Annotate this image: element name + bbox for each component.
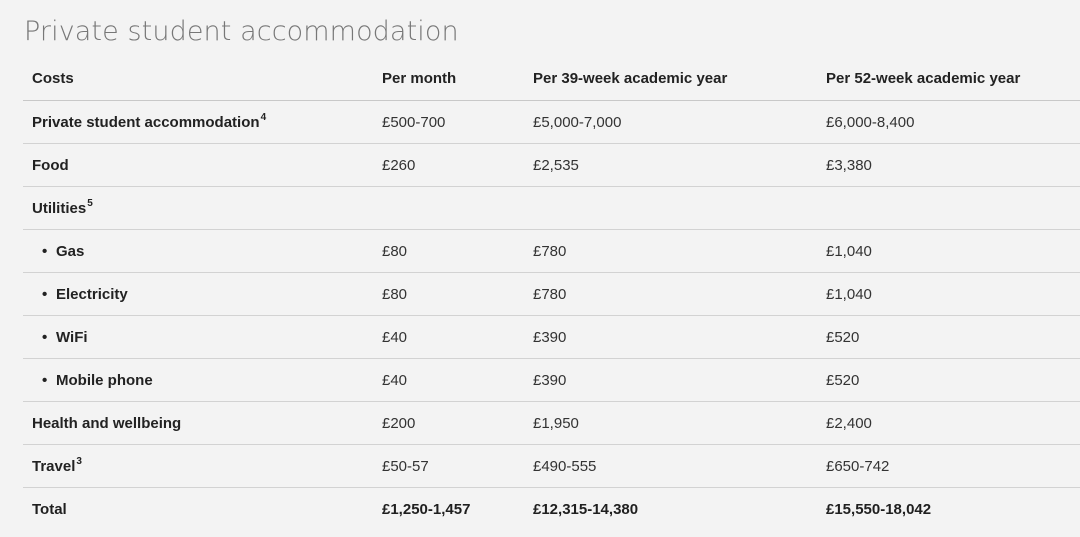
row-label: Total [23,488,373,531]
bullet-icon: • [42,371,48,389]
per-52-week-value: £3,380 [817,143,1080,187]
per-52-week-total: £15,550-18,042 [826,500,932,518]
per-month-value: £260 [373,143,524,187]
row-label: • Gas [23,229,373,273]
table-row: Private student accommodation4 £500-700 … [23,100,1080,144]
total-row: Total £1,250-1,457 £12,315-14,380 £15,55… [23,488,1080,531]
per-39-week-value: £1,950 [524,401,817,445]
row-label-text: Health and wellbeing [32,414,182,432]
table-row: • WiFi £40 £390 £520 [23,315,1080,359]
per-month-value: £40 [373,315,524,359]
column-header-per-52-week: Per 52-week academic year [817,56,1080,101]
footnote-marker: 4 [260,111,267,123]
row-label-text: Private student accommodation [32,113,260,131]
row-label-text: Food [32,156,69,174]
per-month-value: £500-700 [373,100,524,144]
per-39-week-value: £5,000-7,000 [524,100,817,144]
row-label: Health and wellbeing [23,401,373,445]
costs-table: Costs Per month Per 39-week academic yea… [23,56,1080,530]
table-header-row: Costs Per month Per 39-week academic yea… [23,56,1080,101]
per-month-value [373,186,524,230]
row-label-text: Total [32,500,67,518]
table-row: • Mobile phone £40 £390 £520 [23,358,1080,402]
per-52-week-value: £520 [817,315,1080,359]
column-header-per-month: Per month [373,56,524,101]
per-39-week-value: £780 [524,272,817,316]
bullet-icon: • [42,285,48,303]
table-row: Travel3 £50-57 £490-555 £650-742 [23,444,1080,488]
column-header-costs: Costs [23,56,373,101]
bullet-icon: • [42,328,48,346]
table-row: Health and wellbeing £200 £1,950 £2,400 [23,401,1080,445]
footnote-marker: 3 [76,455,82,467]
per-52-week-value: £650-742 [817,444,1080,488]
per-52-week-value: £1,040 [817,272,1080,316]
bullet-icon: • [42,242,48,260]
row-label-text: Electricity [56,285,128,303]
row-label-text: Utilities [32,199,87,217]
row-label-text: WiFi [56,328,88,346]
table-row: Food £260 £2,535 £3,380 [23,143,1080,187]
per-39-week-total: £12,315-14,380 [533,500,639,518]
per-52-week-value: £520 [817,358,1080,402]
row-label: Private student accommodation4 [23,100,373,144]
per-52-week-value: £1,040 [817,229,1080,273]
footnote-marker: 5 [87,197,93,209]
row-label-text: Travel [32,457,76,475]
row-label: • Electricity [23,272,373,316]
per-month-value: £200 [373,401,524,445]
table-row: • Electricity £80 £780 £1,040 [23,272,1080,316]
per-39-week-value: £390 [524,315,817,359]
per-39-week-value: £780 [524,229,817,273]
per-month-value: £80 [373,229,524,273]
row-label-text: Mobile phone [56,371,153,389]
per-month-value: £80 [373,272,524,316]
per-39-week-value: £2,535 [524,143,817,187]
row-label: Utilities5 [23,186,373,230]
row-label: Travel3 [23,444,373,488]
per-52-week-value [817,186,1080,230]
per-month-total: £1,250-1,457 [382,500,471,518]
table-row: • Gas £80 £780 £1,040 [23,229,1080,273]
per-52-week-value: £6,000-8,400 [817,100,1080,144]
row-label: • Mobile phone [23,358,373,402]
per-39-week-value [524,186,817,230]
table-row: Utilities5 [23,186,1080,230]
per-39-week-value: £490-555 [524,444,817,488]
per-month-value: £50-57 [373,444,524,488]
column-header-per-39-week: Per 39-week academic year [524,56,817,101]
row-label: Food [23,143,373,187]
per-39-week-value: £390 [524,358,817,402]
row-label: • WiFi [23,315,373,359]
page-title: Private student accommodation [24,16,459,47]
row-label-text: Gas [56,242,85,260]
per-52-week-value: £2,400 [817,401,1080,445]
per-month-value: £40 [373,358,524,402]
